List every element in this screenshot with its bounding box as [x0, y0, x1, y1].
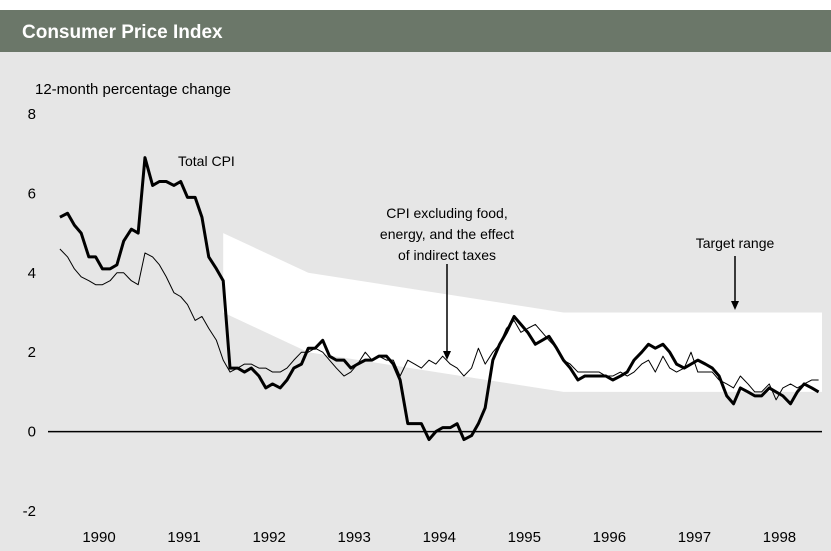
- x-tick-label: 1996: [593, 529, 626, 546]
- x-tick-label: 1997: [678, 529, 711, 546]
- chart-title: Consumer Price Index: [22, 22, 223, 43]
- series-line: [59, 248, 819, 401]
- annotation: of indirect taxes: [398, 247, 496, 263]
- annotation: Target range: [696, 235, 775, 251]
- x-tick-label: 1993: [338, 529, 371, 546]
- annotation: energy, and the effect: [380, 226, 514, 242]
- annotation: CPI excluding food,: [386, 205, 507, 221]
- y-tick-label: -2: [23, 503, 36, 520]
- x-tick-label: 1998: [763, 529, 796, 546]
- y-tick-label: 2: [28, 344, 36, 361]
- header-bar: [0, 10, 831, 52]
- x-tick-label: 1991: [167, 529, 200, 546]
- y-tick-label: 8: [28, 106, 36, 123]
- arrow-head: [443, 351, 451, 360]
- x-tick-label: 1994: [423, 529, 456, 546]
- series-line: [59, 156, 820, 442]
- y-tick-label: 4: [28, 265, 36, 282]
- annotation: Total CPI: [178, 153, 235, 169]
- y-tick-label: 6: [28, 185, 36, 202]
- x-tick-label: 1992: [252, 529, 285, 546]
- y-tick-label: 0: [28, 424, 36, 441]
- arrow-head: [731, 301, 739, 310]
- x-tick-label: 1995: [508, 529, 541, 546]
- y-axis-label: 12-month percentage change: [35, 81, 231, 98]
- x-tick-label: 1990: [82, 529, 115, 546]
- target-range-band: [223, 233, 822, 392]
